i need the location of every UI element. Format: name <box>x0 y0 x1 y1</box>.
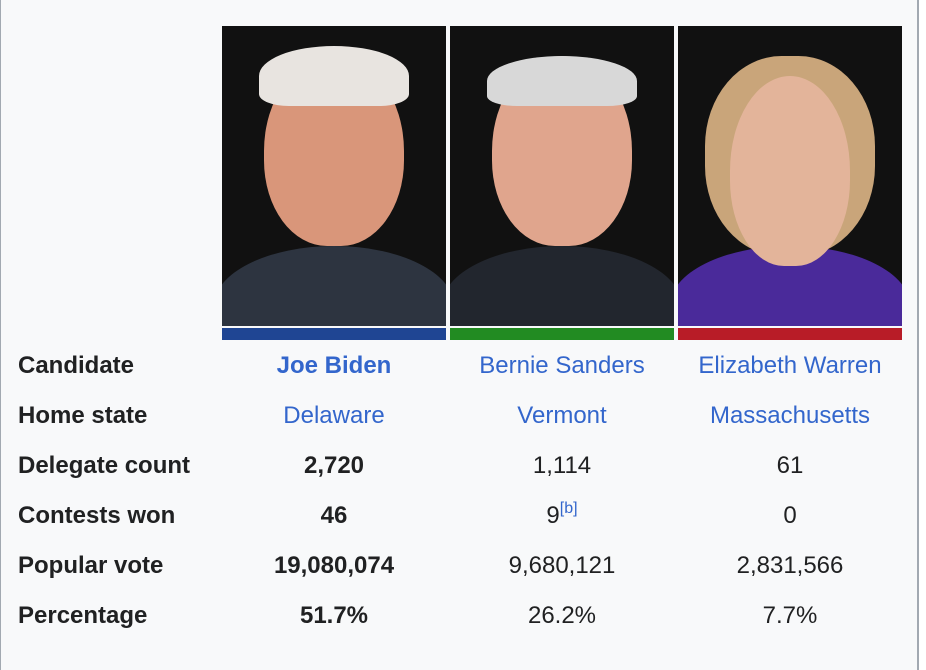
state-link[interactable]: Vermont <box>517 402 607 429</box>
value: 2,831,566 <box>736 552 844 579</box>
photo-joe-biden[interactable] <box>222 26 446 326</box>
label: Popular vote <box>18 552 164 579</box>
value: 2,720 <box>303 452 365 479</box>
row-percentage: Percentage 51.7% 26.2% 7.7% <box>0 601 916 631</box>
state-link[interactable]: Delaware <box>283 402 385 429</box>
label: Delegate count <box>18 452 191 479</box>
candidate-link-warren[interactable]: Elizabeth Warren <box>698 352 882 379</box>
row-contests-won: Contests won 46 9[b] 0 <box>0 501 916 531</box>
party-color-bar-warren <box>678 328 902 340</box>
candidate-link-biden[interactable]: Joe Biden <box>276 352 392 379</box>
row-delegate-count: Delegate count 2,720 1,114 61 <box>0 451 916 481</box>
row-popular-vote: Popular vote 19,080,074 9,680,121 2,831,… <box>0 551 916 581</box>
value: 26.2% <box>527 602 597 629</box>
value: 51.7% <box>299 602 369 629</box>
state-link[interactable]: Massachusetts <box>709 402 871 429</box>
row-home-state: Home state Delaware Vermont Massachusett… <box>0 401 916 431</box>
candidate-link-sanders[interactable]: Bernie Sanders <box>479 352 645 379</box>
footnote-link[interactable]: [b] <box>559 500 578 517</box>
party-color-bar-biden <box>222 328 446 340</box>
value: 19,080,074 <box>273 552 395 579</box>
value: 1,114 <box>532 452 592 479</box>
value: 9,680,121 <box>508 552 616 579</box>
label: Percentage <box>18 602 148 629</box>
label: Candidate <box>18 352 135 379</box>
value: 9 <box>546 502 560 529</box>
row-candidate: Candidate Joe Biden Bernie Sanders Eliza… <box>0 351 916 381</box>
value: 46 <box>320 502 348 529</box>
party-color-bar-sanders <box>450 328 674 340</box>
label: Contests won <box>18 502 176 529</box>
label: Home state <box>18 402 148 429</box>
photo-elizabeth-warren[interactable] <box>678 26 902 326</box>
photo-bernie-sanders[interactable] <box>450 26 674 326</box>
value: 61 <box>776 452 804 479</box>
value: 7.7% <box>762 602 818 629</box>
value: 0 <box>783 502 797 529</box>
